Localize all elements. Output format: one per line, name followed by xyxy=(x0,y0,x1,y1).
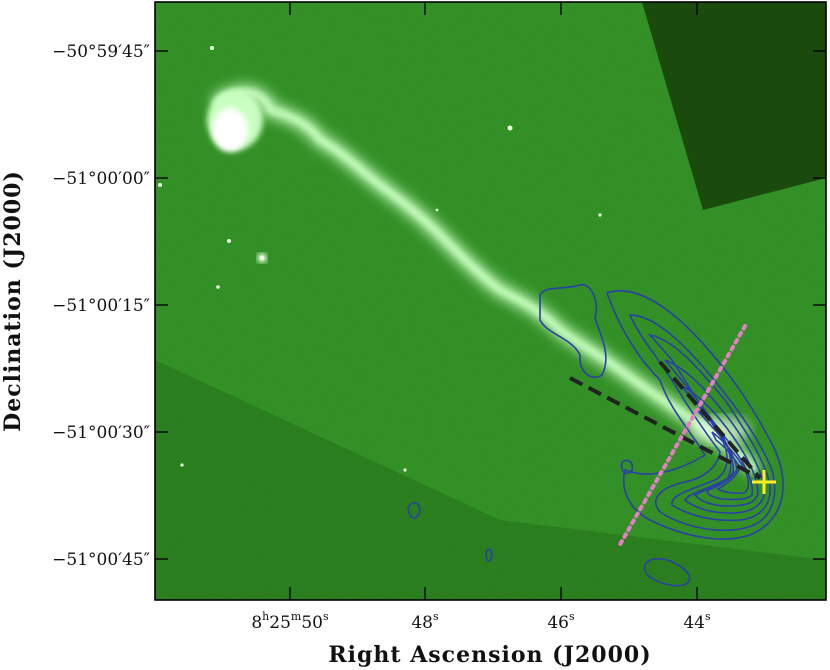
y-tick-label: −51°00′45″ xyxy=(52,550,150,570)
x-ticks xyxy=(289,2,698,600)
y-tick-label: −50°59′45″ xyxy=(52,42,150,62)
x-tick-label: 8h25m50s xyxy=(251,610,329,633)
x-axis-title: Right Ascension (J2000) xyxy=(328,642,651,668)
y-tick-labels: −50°59′45″ −51°00′00″ −51°00′15″ −51°00′… xyxy=(52,42,150,570)
masked-region xyxy=(642,2,826,210)
y-tick-label: −51°00′15″ xyxy=(52,296,150,316)
x-tick-labels: 8h25m50s 48s 46s 44s xyxy=(251,610,711,633)
stars xyxy=(158,46,602,472)
y-tick-label: −51°00′00″ xyxy=(52,169,150,189)
plot-frame xyxy=(154,1,827,601)
dark-band xyxy=(155,360,826,600)
y-tick-label: −51°00′30″ xyxy=(52,423,150,443)
jet-emission xyxy=(207,84,761,476)
x-tick-label: 46s xyxy=(547,610,575,633)
sky-image xyxy=(155,2,826,600)
x-tick-label: 48s xyxy=(411,610,439,633)
dashed-lines xyxy=(569,360,762,480)
plus-marker-icon xyxy=(752,470,776,494)
y-ticks xyxy=(155,50,826,560)
y-axis-title: Declination (J2000) xyxy=(0,170,26,432)
x-tick-label: 44s xyxy=(683,610,711,633)
dotted-line xyxy=(616,324,747,550)
